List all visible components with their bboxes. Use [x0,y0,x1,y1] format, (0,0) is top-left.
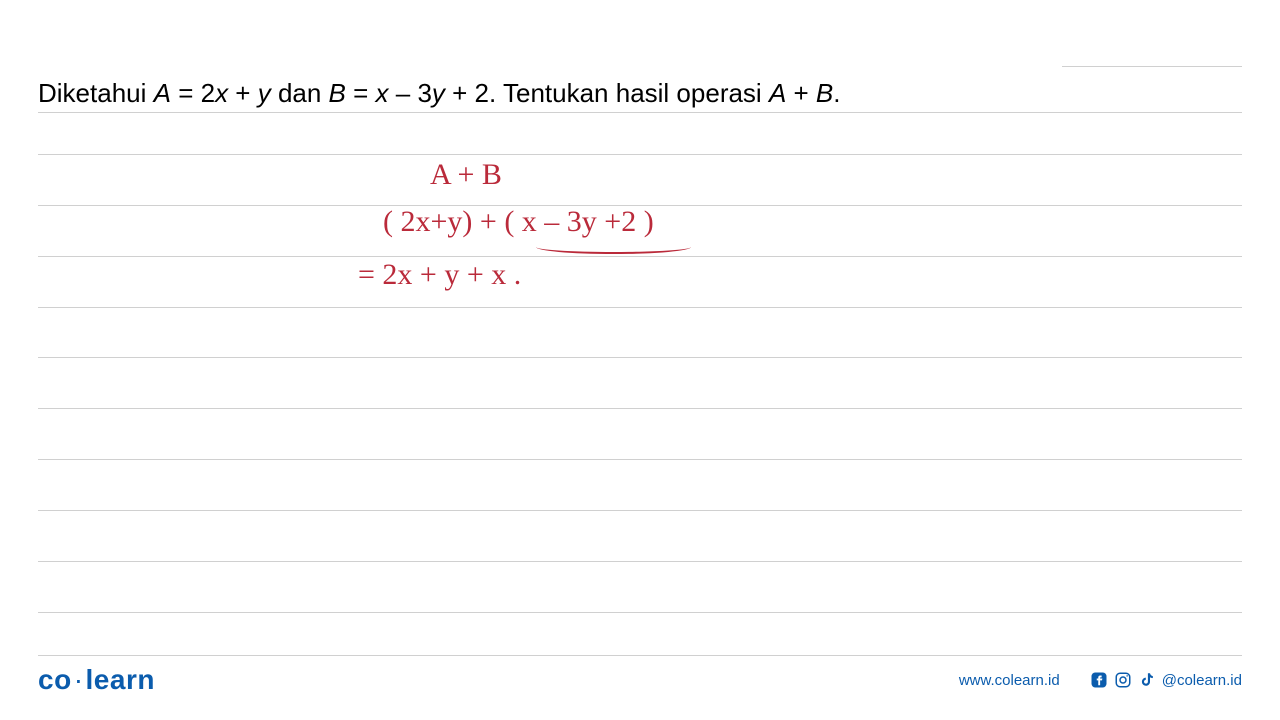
eq-sign-2: = [346,78,376,108]
ruled-line [38,112,1242,113]
social-group: @colearn.id [1090,671,1242,689]
logo-dot: · [72,664,86,695]
tiktok-icon [1138,671,1156,689]
handwriting-line-3: = 2x + y + x . [358,258,521,292]
var-x: x [215,78,228,108]
brand-logo: co·learn [38,664,155,696]
facebook-icon [1090,671,1108,689]
var-B: B [329,78,346,108]
footer-url: www.colearn.id [959,672,1060,689]
var-B-2: B [816,78,833,108]
ruled-line [38,307,1242,308]
eq-sign: = [171,78,201,108]
plus: + [228,78,258,108]
handwriting-line-1: A + B [430,158,502,192]
ruled-line [38,561,1242,562]
handwriting-line-2: ( 2x+y) + ( x – 3y +2 ) [383,205,654,239]
footer-right: www.colearn.id @colearn.id [959,671,1242,689]
plus-2: + 2 [445,78,489,108]
ruled-line [38,510,1242,511]
instagram-icon [1114,671,1132,689]
ruled-line [38,408,1242,409]
var-x-2: x [376,78,389,108]
problem-suffix2: . [833,78,840,108]
logo-learn: learn [86,664,155,695]
footer-divider [38,655,1242,656]
problem-text-prefix: Diketahui [38,78,154,108]
social-handle: @colearn.id [1162,672,1242,689]
minus: – [389,78,418,108]
var-A-2: A [769,78,786,108]
var-A: A [154,78,171,108]
problem-suffix1: . Tentukan hasil operasi [489,78,769,108]
ruled-line [38,459,1242,460]
ruled-line [38,612,1242,613]
coef-3: 3 [417,78,431,108]
handwriting-underline [536,240,691,254]
ruled-line [38,154,1242,155]
page: Diketahui A = 2x + y dan B = x – 3y + 2.… [0,0,1280,720]
var-y-2: y [432,78,445,108]
var-y: y [258,78,271,108]
plus-3: + [786,78,816,108]
logo-co: co [38,664,72,695]
ruled-line [38,357,1242,358]
coef-2: 2 [201,78,215,108]
footer: co·learn www.colearn.id @colearn.id [0,664,1280,696]
text-dan: dan [271,78,329,108]
problem-statement: Diketahui A = 2x + y dan B = x – 3y + 2.… [38,78,841,109]
ruled-line [38,256,1242,257]
